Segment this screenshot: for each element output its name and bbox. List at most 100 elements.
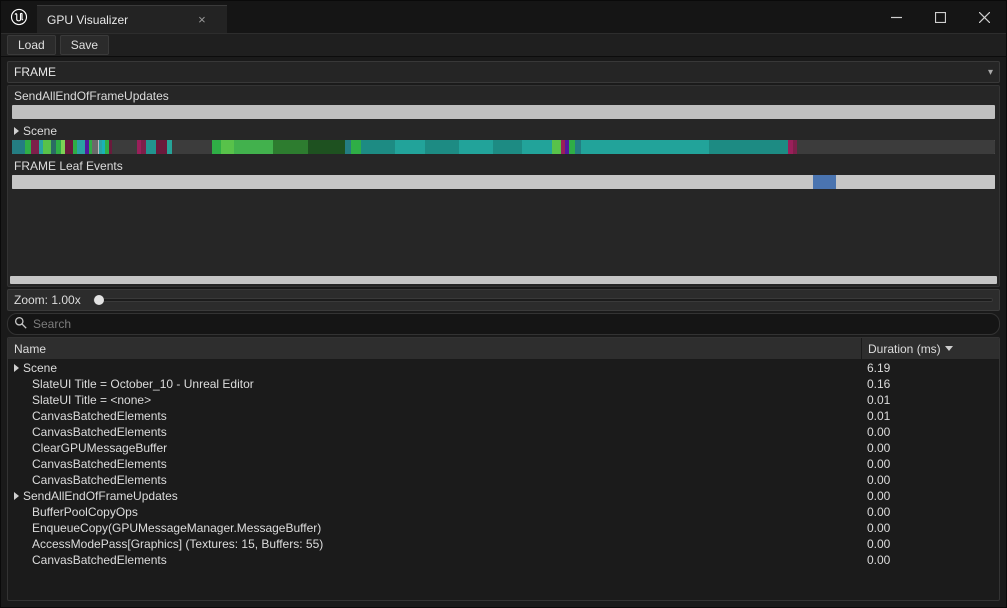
app-logo-icon xyxy=(1,1,37,33)
track-segment[interactable] xyxy=(221,140,234,154)
track-segment[interactable] xyxy=(146,140,156,154)
track-segment[interactable] xyxy=(361,140,395,154)
row-duration-cell: 0.00 xyxy=(861,505,999,519)
table-row[interactable]: CanvasBatchedElements 0.00 xyxy=(8,552,999,568)
row-name-text: CanvasBatchedElements xyxy=(32,409,167,423)
row-duration-cell: 0.00 xyxy=(861,489,999,503)
table-row[interactable]: CanvasBatchedElements 0.00 xyxy=(8,424,999,440)
timeline-panel: SendAllEndOfFrameUpdates Scene FRAME Lea… xyxy=(7,85,1000,287)
track-segment[interactable] xyxy=(813,175,836,189)
track-segment[interactable] xyxy=(493,140,522,154)
track-segment[interactable] xyxy=(112,140,137,154)
row-duration-cell: 0.01 xyxy=(861,409,999,423)
search-input[interactable] xyxy=(33,317,993,331)
zoom-label: Zoom: 1.00x xyxy=(14,293,81,307)
close-window-button[interactable] xyxy=(962,1,1006,33)
track-segment[interactable] xyxy=(459,140,492,154)
table-row[interactable]: BufferPoolCopyOps0.00 xyxy=(8,504,999,520)
track-segment[interactable] xyxy=(425,140,459,154)
app-window: GPU Visualizer × Load Save FRAME ▾ SendA… xyxy=(0,0,1007,608)
row-name-cell: SendAllEndOfFrameUpdates xyxy=(8,489,861,503)
track-segment[interactable] xyxy=(65,140,73,154)
track-segment[interactable] xyxy=(351,140,361,154)
row-duration-cell: 0.00 xyxy=(861,425,999,439)
row-duration-cell: 0.00 xyxy=(861,537,999,551)
track-segment[interactable] xyxy=(31,140,39,154)
table-row[interactable]: SendAllEndOfFrameUpdates 0.00 xyxy=(8,488,999,504)
table-row[interactable]: SlateUI Title = October_10 - Unreal Edit… xyxy=(8,376,999,392)
track-segment[interactable] xyxy=(12,140,25,154)
row-duration-cell: 0.00 xyxy=(861,553,999,567)
overview-bar[interactable] xyxy=(10,276,997,284)
row-name-text: CanvasBatchedElements xyxy=(32,553,167,567)
track-segment[interactable] xyxy=(273,140,307,154)
titlebar: GPU Visualizer × xyxy=(1,1,1006,33)
row-name-cell: BufferPoolCopyOps xyxy=(8,505,861,519)
row-name-cell: SlateUI Title = October_10 - Unreal Edit… xyxy=(8,377,861,391)
table-row[interactable]: ClearGPUMessageBuffer0.00 xyxy=(8,440,999,456)
frame-dropdown[interactable]: FRAME ▾ xyxy=(7,61,1000,83)
row-name-cell: SlateUI Title = <none> xyxy=(8,393,861,407)
track-1-bar[interactable] xyxy=(12,105,995,119)
track-segment[interactable] xyxy=(212,140,222,154)
track-2-bar[interactable] xyxy=(12,140,995,154)
track-segment[interactable] xyxy=(797,140,995,154)
row-name-cell: CanvasBatchedElements xyxy=(8,425,861,439)
chevron-down-icon: ▾ xyxy=(988,67,993,78)
frame-dropdown-value: FRAME xyxy=(14,65,56,79)
track-segment[interactable] xyxy=(156,140,168,154)
close-tab-icon[interactable]: × xyxy=(198,12,206,27)
window-tab[interactable]: GPU Visualizer × xyxy=(37,5,227,33)
track-segment[interactable] xyxy=(709,140,788,154)
table-body: Scene6.19SlateUI Title = October_10 - Un… xyxy=(8,360,999,600)
row-name-text: ClearGPUMessageBuffer xyxy=(32,441,167,455)
table-row[interactable]: EnqueueCopy(GPUMessageManager.MessageBuf… xyxy=(8,520,999,536)
maximize-button[interactable] xyxy=(918,1,962,33)
track-segment[interactable] xyxy=(836,175,995,189)
row-name-text: Scene xyxy=(23,361,57,375)
track-segment[interactable] xyxy=(522,140,551,154)
load-button[interactable]: Load xyxy=(7,35,56,55)
row-name-text: CanvasBatchedElements xyxy=(32,473,167,487)
search-icon xyxy=(14,316,27,332)
table-row[interactable]: CanvasBatchedElements 0.00 xyxy=(8,472,999,488)
track-segment[interactable] xyxy=(308,140,345,154)
row-name-cell: CanvasBatchedElements xyxy=(8,409,861,423)
table-row[interactable]: Scene6.19 xyxy=(8,360,999,376)
table-row[interactable]: CanvasBatchedElements 0.01 xyxy=(8,408,999,424)
content-area: FRAME ▾ SendAllEndOfFrameUpdates Scene F… xyxy=(1,57,1006,607)
row-name-text: CanvasBatchedElements xyxy=(32,425,167,439)
track-segment[interactable] xyxy=(552,140,562,154)
table-row[interactable]: AccessModePass[Graphics] (Textures: 15, … xyxy=(8,536,999,552)
expand-row-icon[interactable] xyxy=(14,364,19,372)
expand-row-icon[interactable] xyxy=(14,492,19,500)
row-name-cell: Scene xyxy=(8,361,861,375)
track-segment[interactable] xyxy=(43,140,51,154)
row-name-text: EnqueueCopy(GPUMessageManager.MessageBuf… xyxy=(32,521,321,535)
sort-descending-icon xyxy=(945,346,953,351)
column-header-duration[interactable]: Duration (ms) xyxy=(861,338,999,359)
table-row[interactable]: CanvasBatchedElements0.00 xyxy=(8,456,999,472)
row-duration-cell: 0.00 xyxy=(861,521,999,535)
track-3-bar[interactable] xyxy=(12,175,995,189)
table-row[interactable]: SlateUI Title = <none>0.01 xyxy=(8,392,999,408)
row-name-text: SendAllEndOfFrameUpdates xyxy=(23,489,178,503)
save-button[interactable]: Save xyxy=(60,35,109,55)
track-segment[interactable] xyxy=(581,140,709,154)
row-name-text: SlateUI Title = October_10 - Unreal Edit… xyxy=(32,377,254,391)
zoom-slider-thumb[interactable] xyxy=(94,295,104,305)
zoom-slider[interactable] xyxy=(93,298,993,302)
column-header-name[interactable]: Name xyxy=(8,342,861,356)
column-header-duration-text: Duration (ms) xyxy=(868,342,941,356)
expand-icon[interactable] xyxy=(14,127,19,135)
track-segment[interactable] xyxy=(234,140,273,154)
row-duration-cell: 0.00 xyxy=(861,473,999,487)
track-segment[interactable] xyxy=(172,140,211,154)
track-segment[interactable] xyxy=(395,140,424,154)
track-segment[interactable] xyxy=(92,140,99,154)
track-segment[interactable] xyxy=(12,175,813,189)
row-duration-cell: 0.01 xyxy=(861,393,999,407)
minimize-button[interactable] xyxy=(874,1,918,33)
table-header: Name Duration (ms) xyxy=(8,338,999,360)
track-segment[interactable] xyxy=(77,140,85,154)
